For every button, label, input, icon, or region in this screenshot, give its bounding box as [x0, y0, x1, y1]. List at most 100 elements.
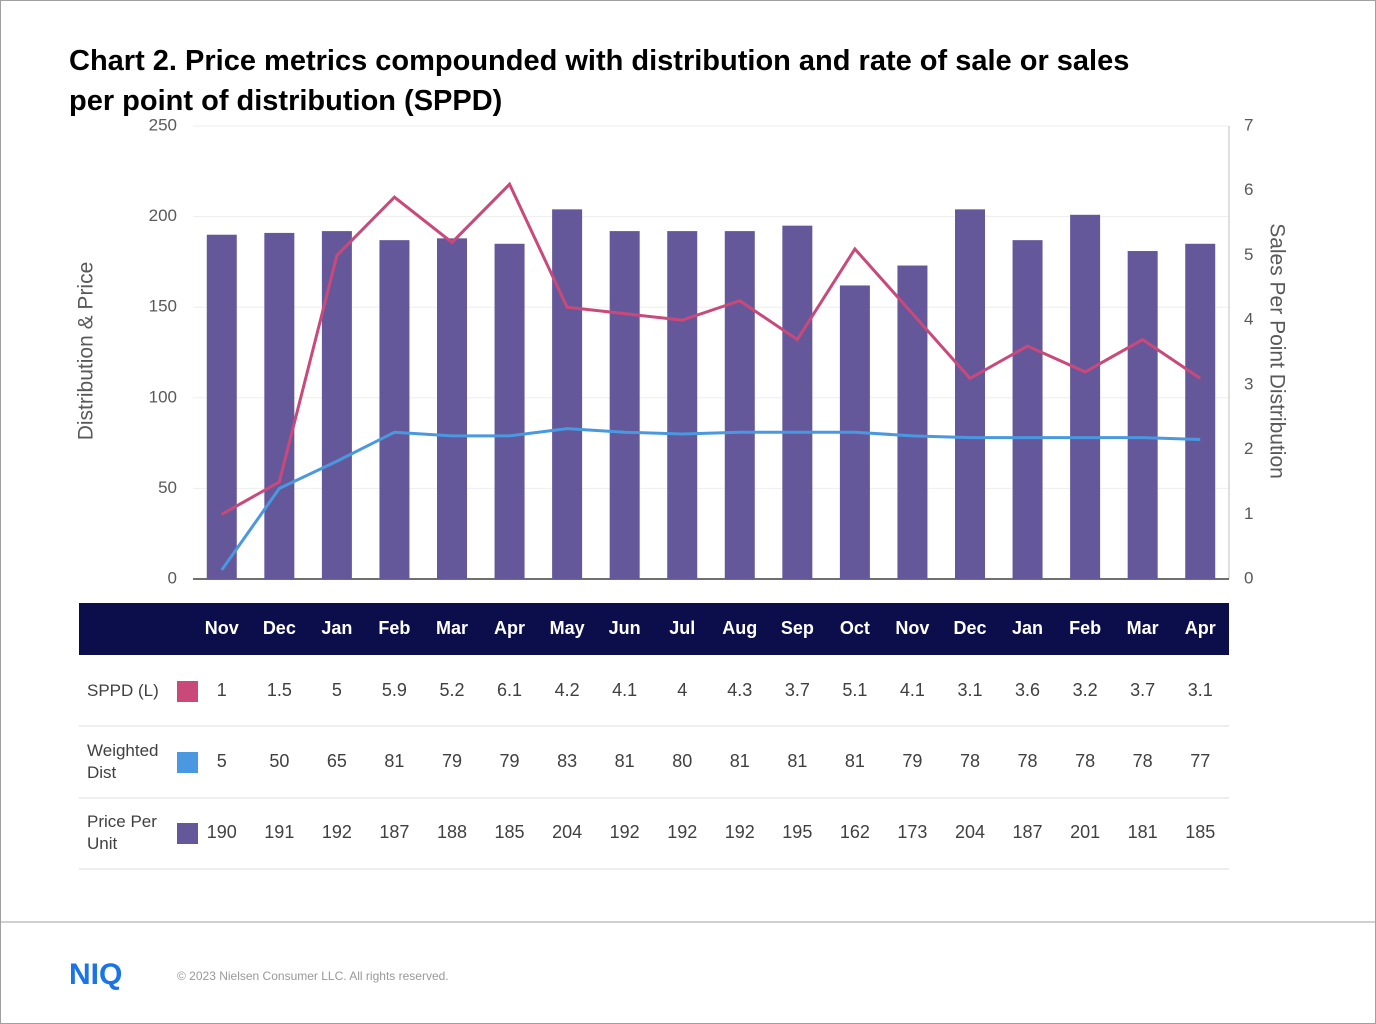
- bar: [437, 238, 467, 579]
- x-tick-label: Nov: [205, 618, 239, 638]
- bar: [1070, 214, 1101, 579]
- bar: [1127, 251, 1158, 579]
- x-tick-label: Jan: [1012, 618, 1043, 638]
- table-cell: 79: [441, 751, 463, 771]
- bar: [321, 231, 352, 579]
- table-cell: 3.1: [1187, 680, 1213, 700]
- table-cell: 204: [552, 822, 583, 842]
- bar: [1185, 243, 1216, 579]
- x-tick-label: May: [550, 618, 585, 638]
- legend-swatch: [177, 681, 198, 702]
- x-tick-label: Feb: [1069, 618, 1101, 638]
- bar: [955, 209, 985, 580]
- y-tick-label: 50: [158, 478, 177, 497]
- table-cell: 81: [844, 751, 865, 771]
- table-cell: 5.2: [439, 680, 465, 700]
- table-cell: 192: [609, 822, 640, 842]
- x-tick-label: Dec: [263, 618, 296, 638]
- y2-tick-label: 4: [1244, 310, 1253, 329]
- table-cell: 162: [839, 822, 870, 842]
- y-tick-label: 0: [168, 568, 177, 587]
- copyright: © 2023 Nielsen Consumer LLC. All rights …: [177, 969, 449, 983]
- y2-tick-label: 6: [1244, 180, 1253, 199]
- legend-swatch: [177, 752, 198, 773]
- table-cell: 78: [959, 751, 981, 771]
- table-cell: 190: [206, 822, 237, 842]
- table-cell: 3.2: [1072, 680, 1098, 700]
- bar: [206, 234, 237, 579]
- bar: [1012, 240, 1043, 579]
- table-cell: 79: [499, 751, 520, 771]
- table-cell: 191: [264, 822, 295, 842]
- legend-swatch: [177, 823, 198, 844]
- y-tick-label: 250: [149, 115, 177, 134]
- bar: [782, 225, 813, 579]
- table-cell: 78: [1017, 751, 1038, 771]
- table-cell: 5.1: [842, 680, 868, 700]
- bar: [897, 265, 928, 579]
- y-tick-label: 100: [149, 387, 177, 406]
- x-tick-label: Sep: [781, 618, 814, 638]
- y-axis-title: Distribution & Price: [75, 262, 98, 441]
- table-cell: 65: [326, 751, 347, 771]
- table-header: [79, 603, 1229, 655]
- x-tick-label: Apr: [494, 618, 525, 638]
- legend-label: Price Per Unit: [87, 812, 157, 853]
- bar: [724, 231, 755, 579]
- bar: [494, 243, 525, 579]
- x-tick-label: Jul: [669, 618, 695, 638]
- table-cell: 50: [269, 751, 290, 771]
- x-tick-label: Jun: [609, 618, 641, 638]
- table-cell: 79: [902, 751, 923, 771]
- table-cell: 4: [677, 680, 688, 700]
- line: [220, 427, 1201, 571]
- table-cell: 192: [667, 822, 698, 842]
- table-cell: 201: [1070, 822, 1101, 842]
- table-cell: 81: [787, 751, 808, 771]
- y-tick-label: 200: [149, 206, 177, 225]
- table-cell: 5: [216, 751, 227, 771]
- table-cell: 5: [331, 680, 342, 700]
- table-cell: 4.1: [612, 680, 638, 700]
- line: [221, 181, 1202, 516]
- x-tick-label: Feb: [378, 618, 410, 638]
- table-cell: 188: [436, 822, 468, 842]
- bar: [552, 209, 583, 580]
- table-cell: 77: [1190, 751, 1211, 771]
- x-tick-label: Apr: [1185, 618, 1216, 638]
- x-tick-label: Dec: [953, 618, 986, 638]
- x-tick-label: Mar: [436, 618, 468, 638]
- x-tick-label: Aug: [722, 618, 757, 638]
- table-cell: 1.5: [266, 680, 292, 700]
- x-tick-label: Oct: [840, 618, 870, 638]
- x-tick-label: Jan: [321, 618, 352, 638]
- table-cell: 192: [724, 822, 755, 842]
- y2-tick-label: 7: [1244, 115, 1253, 134]
- y2-tick-label: 2: [1244, 439, 1253, 458]
- bar: [379, 240, 410, 579]
- table-cell: 187: [379, 822, 410, 842]
- y2-tick-label: 3: [1244, 374, 1253, 393]
- x-tick-label: Mar: [1127, 618, 1159, 638]
- table-cell: 81: [729, 751, 750, 771]
- table-cell: 4.1: [899, 680, 925, 700]
- y2-tick-label: 0: [1244, 568, 1253, 587]
- y2-tick-label: 5: [1244, 245, 1253, 264]
- table-cell: 3.1: [957, 680, 983, 700]
- y2-tick-label: 1: [1244, 504, 1253, 523]
- table-cell: 83: [557, 751, 578, 771]
- y-tick-label: 150: [149, 297, 177, 316]
- table-cell: 4.2: [554, 680, 580, 700]
- legend-label: SPPD (L): [87, 681, 159, 700]
- y2-axis-title: Sales Per Point Distribution: [1265, 223, 1288, 479]
- table-cell: 192: [321, 822, 352, 842]
- table-cell: 78: [1132, 751, 1153, 771]
- table-cell: 1: [216, 680, 227, 700]
- table-cell: 187: [1012, 822, 1043, 842]
- table-cell: 3.7: [784, 680, 810, 700]
- table-cell: 3.6: [1015, 680, 1041, 700]
- table-cell: 78: [1075, 751, 1096, 771]
- chart-title: Chart 2. Price metrics compounded with d…: [69, 45, 1130, 117]
